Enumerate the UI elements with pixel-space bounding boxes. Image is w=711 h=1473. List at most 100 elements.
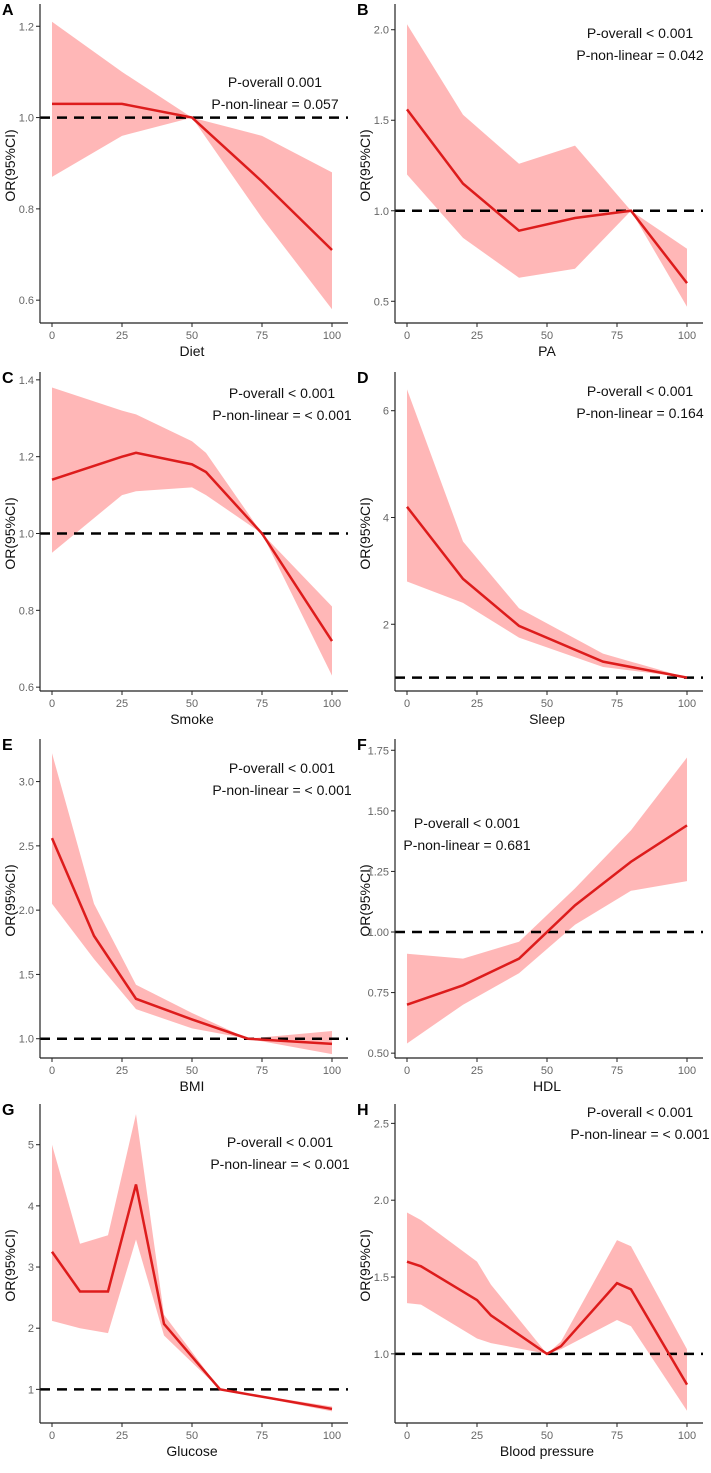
chart-svg: 0.50 0.75 1.00 1.25 1.50 1.75 0 25 50 75 100 HDL OR(… (357, 737, 703, 1094)
p-nonlinear-annotation: P-non-linear = < 0.001 (210, 1156, 350, 1172)
x-tick-label: 100 (678, 330, 696, 342)
y-tick-label: 5 (28, 1140, 34, 1152)
p-nonlinear-annotation: P-non-linear = 0.042 (576, 47, 703, 63)
or-line (50, 1184, 333, 1411)
y-tick-label: 0.6 (19, 295, 34, 307)
x-tick-label: 75 (611, 1065, 623, 1077)
panel-letter: A (2, 2, 14, 19)
y-tick-label: 0.6 (19, 682, 34, 694)
y-tick-label: 1.75 (368, 745, 389, 757)
y-axis-label: OR(95%CI) (357, 497, 373, 569)
panel-d: 2 4 6 0 25 50 75 100 Sleep OR(95%CI) D P-overall < … (355, 368, 710, 736)
x-tick-label: 75 (611, 1430, 623, 1442)
y-tick-label: 2.0 (374, 1195, 389, 1207)
p-overall-annotation: P-overall 0.001 (228, 74, 322, 90)
x-tick-label: 25 (471, 1065, 483, 1077)
panel-c: 0.6 0.8 1.0 1.2 1.4 0 25 50 75 100 Smoke OR(95%CI) C… (0, 368, 355, 736)
confidence-band (52, 753, 332, 1055)
x-axis-label: Blood pressure (500, 1443, 594, 1459)
x-tick-label: 0 (49, 698, 55, 710)
x-tick-label: 75 (256, 330, 268, 342)
panel-letter: D (357, 370, 369, 387)
y-tick-label: 1.2 (19, 452, 34, 464)
x-tick-label: 25 (471, 1430, 483, 1442)
or-line (52, 102, 333, 251)
chart-svg: 0.6 0.8 1.0 1.2 0 25 50 75 100 Diet OR(95%CI) A P-ov… (2, 2, 348, 359)
x-tick-label: 100 (678, 1065, 696, 1077)
p-overall-annotation: P-overall < 0.001 (414, 815, 520, 831)
panel-h: 1.0 1.5 2.0 2.5 0 25 50 75 100 Blood pressure OR(9… (355, 1100, 710, 1468)
panel-g: 1 2 3 4 5 0 25 50 75 100 Glucose OR(95%CI) G P-overal… (0, 1100, 355, 1468)
p-overall-annotation: P-overall < 0.001 (229, 385, 335, 401)
y-tick-label: 0.50 (368, 1048, 389, 1060)
y-tick-label: 1.25 (368, 866, 389, 878)
confidence-band (52, 387, 332, 676)
confidence-band (52, 21, 332, 310)
x-axis-label: BMI (180, 1078, 205, 1094)
x-axis-label: Diet (180, 343, 205, 359)
y-tick-label: 6 (383, 406, 389, 418)
panel-b: 0.5 1.0 1.5 2.0 0 25 50 75 100 PA OR(95%CI) B P-over… (355, 0, 710, 368)
y-tick-label: 1.5 (374, 115, 389, 127)
p-nonlinear-annotation: P-non-linear = 0.681 (403, 837, 530, 853)
x-tick-label: 75 (256, 698, 268, 710)
panel-f: 0.50 0.75 1.00 1.25 1.50 1.75 0 25 50 75 100 HDL OR(… (355, 735, 710, 1103)
x-tick-label: 100 (323, 698, 341, 710)
x-tick-label: 25 (116, 1065, 128, 1077)
x-tick-label: 50 (541, 698, 553, 710)
x-axis-label: HDL (533, 1078, 561, 1094)
panel-letter: H (357, 1102, 369, 1119)
x-tick-label: 25 (116, 698, 128, 710)
y-tick-label: 1.0 (374, 1349, 389, 1361)
x-tick-label: 100 (323, 330, 341, 342)
chart-svg: 2 4 6 0 25 50 75 100 Sleep OR(95%CI) D P-overall < … (357, 370, 704, 727)
y-tick-label: 1.5 (374, 1272, 389, 1284)
y-tick-label: 4 (28, 1201, 34, 1213)
x-tick-label: 75 (611, 698, 623, 710)
x-axis-label: Glucose (166, 1443, 218, 1459)
y-tick-label: 1.5 (19, 969, 34, 981)
x-tick-label: 100 (678, 1430, 696, 1442)
y-axis-label: OR(95%CI) (2, 1229, 18, 1301)
y-tick-label: 1.0 (19, 113, 34, 125)
panel-letter: G (2, 1102, 14, 1119)
chart-svg: 1.0 1.5 2.0 2.5 3.0 0 25 50 75 100 BMI OR(95%CI) E P-… (2, 737, 352, 1094)
panel-letter: C (2, 370, 14, 387)
x-tick-label: 100 (678, 698, 696, 710)
p-nonlinear-annotation: P-non-linear = 0.164 (576, 405, 703, 421)
panel-a: 0.6 0.8 1.0 1.2 0 25 50 75 100 Diet OR(95%CI) A P-ov… (0, 0, 355, 368)
chart-svg: 1.0 1.5 2.0 2.5 0 25 50 75 100 Blood pressure OR(9… (357, 1102, 710, 1459)
y-axis-label: OR(95%CI) (357, 1229, 373, 1301)
confidence-band (407, 1212, 687, 1411)
y-tick-label: 0.8 (19, 605, 34, 617)
x-tick-label: 0 (49, 1430, 55, 1442)
p-nonlinear-annotation: P-non-linear = < 0.001 (570, 1126, 710, 1142)
y-tick-label: 4 (383, 512, 389, 524)
p-overall-annotation: P-overall < 0.001 (587, 383, 693, 399)
or-line (406, 108, 688, 284)
x-tick-label: 100 (323, 1065, 341, 1077)
or-line (406, 506, 688, 679)
y-axis-label: OR(95%CI) (2, 129, 18, 201)
y-tick-label: 1.0 (19, 529, 34, 541)
x-tick-label: 50 (186, 330, 198, 342)
confidence-band (407, 757, 687, 1044)
y-tick-label: 1.4 (19, 375, 34, 387)
y-tick-label: 1 (28, 1384, 34, 1396)
p-overall-annotation: P-overall < 0.001 (587, 25, 693, 41)
x-tick-label: 75 (256, 1065, 268, 1077)
x-tick-label: 50 (186, 1065, 198, 1077)
y-tick-label: 1.2 (19, 21, 34, 33)
y-tick-label: 2.5 (19, 841, 34, 853)
x-tick-label: 25 (116, 330, 128, 342)
p-nonlinear-annotation: P-non-linear = < 0.001 (212, 407, 352, 423)
confidence-band (407, 389, 687, 678)
p-nonlinear-annotation: P-non-linear = 0.057 (211, 96, 338, 112)
y-tick-label: 1.0 (19, 1034, 34, 1046)
or-line (406, 824, 688, 1006)
y-tick-label: 1.0 (374, 206, 389, 218)
x-tick-label: 75 (256, 1430, 268, 1442)
p-overall-annotation: P-overall < 0.001 (229, 760, 335, 776)
